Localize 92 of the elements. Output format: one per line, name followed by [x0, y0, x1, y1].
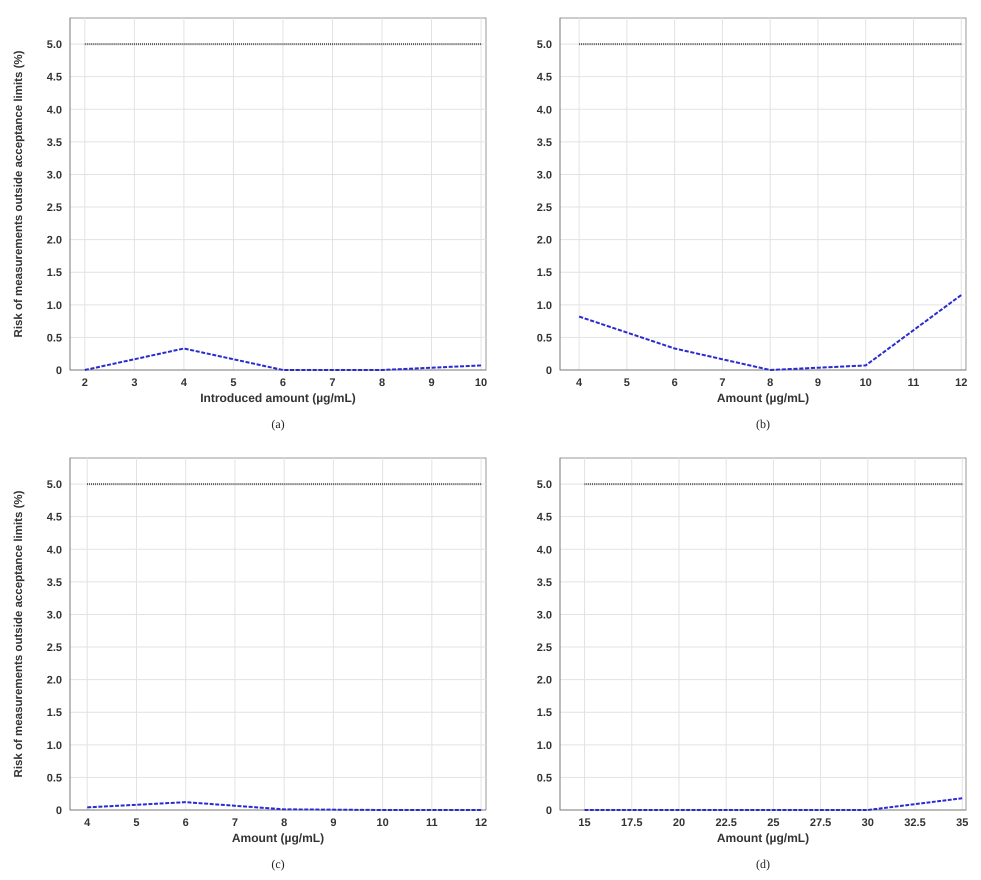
line-series	[578, 294, 962, 371]
x-tick-label: 10	[860, 377, 872, 389]
y-tick-label: 3.5	[536, 576, 552, 589]
y-tick-label: 4.5	[46, 72, 62, 84]
x-tick-label: 22.5	[715, 817, 737, 829]
y-tick-label: 2.5	[536, 642, 552, 654]
x-tick-label: 30	[862, 817, 874, 829]
x-tick-label: 25	[767, 817, 780, 829]
y-tick-label: 3.5	[46, 576, 62, 589]
y-tick-label: 3.0	[46, 169, 62, 182]
x-tick-label: 4	[180, 377, 188, 389]
y-tick-label: 1.0	[536, 740, 552, 752]
x-tick-label: 11	[908, 377, 920, 389]
x-tick-label: 4	[576, 377, 584, 389]
x-tick-label: 9	[428, 377, 435, 389]
x-tick-label: 12	[955, 377, 968, 389]
y-tick-label: 0.5	[536, 332, 552, 344]
x-tick-label: 12	[474, 817, 488, 829]
x-tick-label: 5	[133, 817, 140, 829]
y-tick-label: 4.0	[46, 544, 62, 556]
x-tick-label: 10	[376, 817, 389, 829]
y-tick-label: 3.0	[536, 169, 552, 182]
x-tick-label: 17.5	[621, 817, 642, 829]
y-tick-label: 2.0	[46, 674, 62, 687]
y-tick-label: 1.5	[536, 267, 552, 280]
y-tick-label: 4.5	[536, 512, 552, 524]
x-tick-label: 11	[426, 817, 438, 829]
x-tick-label: 2	[82, 377, 88, 389]
text: (d)	[756, 857, 770, 871]
text: (b)	[756, 417, 770, 431]
x-tick-label: 3	[131, 377, 138, 389]
x-tick-label: 6	[280, 377, 286, 389]
y-tick-label: 1.0	[46, 300, 62, 312]
y-tick-label: 3.5	[536, 136, 552, 149]
x-tick-label: 32.5	[904, 817, 926, 829]
text: (a)	[271, 417, 285, 431]
x-axis-title: Amount (µg/mL)	[716, 831, 810, 845]
y-tick-label: 0	[56, 805, 62, 817]
y-tick-label: 2.5	[46, 642, 62, 654]
y-tick-label: 4.5	[536, 72, 552, 84]
x-tick-label: 6	[182, 817, 189, 829]
y-tick-label: 5.0	[46, 39, 62, 52]
x-tick-label: 8	[378, 377, 386, 389]
y-tick-label: 2.0	[536, 234, 552, 247]
y-tick-label: 0.5	[46, 772, 62, 784]
y-tick-label: 4.5	[46, 512, 62, 524]
y-axis-title: Risk of measurements outside acceptance limits (%)	[13, 50, 25, 338]
x-tick-label: 5	[230, 377, 236, 389]
x-tick-label: 9	[814, 377, 821, 389]
x-tick-label: 15	[578, 817, 591, 829]
x-tick-label: 7	[329, 377, 336, 389]
x-tick-label: 35	[956, 817, 968, 829]
y-tick-label: 0	[546, 365, 552, 377]
x-tick-label: 8	[281, 817, 288, 829]
text: (c)	[271, 857, 285, 871]
y-tick-label: 2.5	[536, 202, 552, 214]
y-axis-title: Risk of measurements outside acceptance limits (%)	[13, 490, 25, 778]
x-tick-label: 5	[624, 377, 630, 389]
y-tick-label: 4.0	[536, 544, 552, 556]
y-tick-label: 4.0	[46, 104, 62, 116]
x-tick-label: 9	[330, 817, 336, 829]
y-tick-label: 1.0	[536, 300, 552, 312]
x-tick-label: 20	[672, 817, 686, 829]
x-tick-label: 27.5	[810, 817, 832, 829]
x-axis-title: Amount (µg/mL)	[232, 831, 324, 845]
line-series	[86, 801, 482, 811]
x-tick-label: 7	[719, 377, 726, 389]
y-tick-label: 2.0	[46, 234, 62, 247]
y-tick-label: 0.5	[536, 772, 552, 784]
y-tick-label: 0	[56, 365, 62, 377]
x-axis-title: Amount (µg/mL)	[716, 391, 810, 405]
y-tick-label: 2.0	[536, 674, 552, 687]
y-tick-label: 1.5	[46, 267, 62, 280]
x-tick-label: 7	[232, 817, 238, 829]
y-tick-label: 1.0	[46, 740, 62, 752]
x-tick-label: 8	[767, 377, 774, 389]
y-tick-label: 1.5	[46, 707, 62, 720]
y-tick-label: 2.5	[46, 202, 62, 214]
x-tick-label: 10	[474, 377, 488, 389]
y-tick-label: 3.0	[536, 609, 552, 622]
y-tick-label: 4.0	[536, 104, 552, 116]
y-tick-label: 3.0	[46, 609, 62, 622]
y-tick-label: 0.5	[46, 332, 62, 344]
y-tick-label: 5.0	[536, 479, 552, 492]
y-tick-label: 5.0	[46, 479, 62, 492]
y-tick-label: 0	[546, 805, 552, 817]
x-tick-label: 6	[672, 377, 678, 389]
y-tick-label: 3.5	[46, 136, 62, 149]
x-axis-title: Introduced amount (µg/mL)	[200, 391, 356, 405]
y-tick-label: 1.5	[536, 707, 552, 720]
y-tick-label: 5.0	[536, 39, 552, 52]
x-tick-label: 4	[84, 817, 92, 829]
